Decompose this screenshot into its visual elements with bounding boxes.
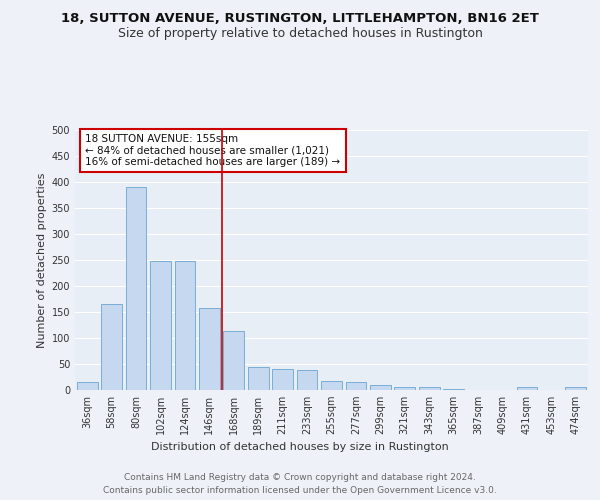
Bar [150,261,171,390]
Bar [394,387,415,390]
Text: Size of property relative to detached houses in Rustington: Size of property relative to detached ho… [118,28,482,40]
Text: 18 SUTTON AVENUE: 155sqm
← 84% of detached houses are smaller (1,021)
16% of sem: 18 SUTTON AVENUE: 155sqm ← 84% of detach… [85,134,340,167]
Bar [248,367,269,390]
Bar [443,389,464,390]
Bar [565,388,586,390]
Text: Contains public sector information licensed under the Open Government Licence v3: Contains public sector information licen… [103,486,497,495]
Bar [125,187,146,390]
Text: Contains HM Land Registry data © Crown copyright and database right 2024.: Contains HM Land Registry data © Crown c… [124,472,476,482]
Bar [199,308,220,390]
Text: 18, SUTTON AVENUE, RUSTINGTON, LITTLEHAMPTON, BN16 2ET: 18, SUTTON AVENUE, RUSTINGTON, LITTLEHAM… [61,12,539,26]
Bar [296,370,317,390]
Bar [517,388,538,390]
Bar [321,380,342,390]
Bar [101,304,122,390]
Bar [419,388,440,390]
Bar [77,382,98,390]
Text: Distribution of detached houses by size in Rustington: Distribution of detached houses by size … [151,442,449,452]
Bar [175,261,196,390]
Bar [272,369,293,390]
Bar [370,385,391,390]
Bar [223,331,244,390]
Bar [346,382,367,390]
Y-axis label: Number of detached properties: Number of detached properties [37,172,47,348]
